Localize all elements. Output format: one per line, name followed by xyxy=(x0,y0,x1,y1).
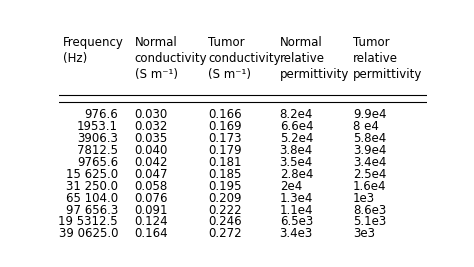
Text: 0.091: 0.091 xyxy=(135,203,168,217)
Text: 3.4e3: 3.4e3 xyxy=(280,227,313,240)
Text: 31 250.0: 31 250.0 xyxy=(66,180,118,193)
Text: 0.166: 0.166 xyxy=(208,108,242,121)
Text: 2.8e4: 2.8e4 xyxy=(280,168,313,181)
Text: 3906.3: 3906.3 xyxy=(77,132,118,145)
Text: 0.195: 0.195 xyxy=(208,180,242,193)
Text: 0.222: 0.222 xyxy=(208,203,242,217)
Text: 0.030: 0.030 xyxy=(135,108,168,121)
Text: Tumor
conductivity
(S m⁻¹): Tumor conductivity (S m⁻¹) xyxy=(208,36,281,81)
Text: 0.209: 0.209 xyxy=(208,192,242,205)
Text: 0.272: 0.272 xyxy=(208,227,242,240)
Text: 97 656.3: 97 656.3 xyxy=(66,203,118,217)
Text: 1e3: 1e3 xyxy=(353,192,375,205)
Text: 2e4: 2e4 xyxy=(280,180,302,193)
Text: 0.181: 0.181 xyxy=(208,156,242,169)
Text: 9765.6: 9765.6 xyxy=(77,156,118,169)
Text: 1.6e4: 1.6e4 xyxy=(353,180,387,193)
Text: 15 625.0: 15 625.0 xyxy=(66,168,118,181)
Text: 6.6e4: 6.6e4 xyxy=(280,120,313,133)
Text: 0.173: 0.173 xyxy=(208,132,242,145)
Text: 3.9e4: 3.9e4 xyxy=(353,144,386,157)
Text: 1.1e4: 1.1e4 xyxy=(280,203,313,217)
Text: Frequency
(Hz): Frequency (Hz) xyxy=(63,36,124,65)
Text: 0.047: 0.047 xyxy=(135,168,168,181)
Text: 0.040: 0.040 xyxy=(135,144,168,157)
Text: Normal
conductivity
(S m⁻¹): Normal conductivity (S m⁻¹) xyxy=(135,36,207,81)
Text: 1.3e4: 1.3e4 xyxy=(280,192,313,205)
Text: 0.058: 0.058 xyxy=(135,180,168,193)
Text: 5.2e4: 5.2e4 xyxy=(280,132,313,145)
Text: 5.1e3: 5.1e3 xyxy=(353,215,386,229)
Text: 7812.5: 7812.5 xyxy=(77,144,118,157)
Text: 65 104.0: 65 104.0 xyxy=(66,192,118,205)
Text: Normal
relative
permittivity: Normal relative permittivity xyxy=(280,36,349,81)
Text: 0.076: 0.076 xyxy=(135,192,168,205)
Text: 2.5e4: 2.5e4 xyxy=(353,168,386,181)
Text: 0.032: 0.032 xyxy=(135,120,168,133)
Text: 1953.1: 1953.1 xyxy=(77,120,118,133)
Text: 3.5e4: 3.5e4 xyxy=(280,156,313,169)
Text: 8.2e4: 8.2e4 xyxy=(280,108,313,121)
Text: 3e3: 3e3 xyxy=(353,227,375,240)
Text: 0.169: 0.169 xyxy=(208,120,242,133)
Text: 5.8e4: 5.8e4 xyxy=(353,132,386,145)
Text: 6.5e3: 6.5e3 xyxy=(280,215,313,229)
Text: 0.185: 0.185 xyxy=(208,168,241,181)
Text: 3.4e4: 3.4e4 xyxy=(353,156,386,169)
Text: 8 e4: 8 e4 xyxy=(353,120,379,133)
Text: 0.179: 0.179 xyxy=(208,144,242,157)
Text: Tumor
relative
permittivity: Tumor relative permittivity xyxy=(353,36,422,81)
Text: 39 0625.0: 39 0625.0 xyxy=(58,227,118,240)
Text: 9.9e4: 9.9e4 xyxy=(353,108,387,121)
Text: 8.6e3: 8.6e3 xyxy=(353,203,386,217)
Text: 0.164: 0.164 xyxy=(135,227,168,240)
Text: 19 5312.5: 19 5312.5 xyxy=(58,215,118,229)
Text: 0.124: 0.124 xyxy=(135,215,168,229)
Text: 0.035: 0.035 xyxy=(135,132,168,145)
Text: 0.042: 0.042 xyxy=(135,156,168,169)
Text: 3.8e4: 3.8e4 xyxy=(280,144,313,157)
Text: 0.246: 0.246 xyxy=(208,215,242,229)
Text: 976.6: 976.6 xyxy=(84,108,118,121)
